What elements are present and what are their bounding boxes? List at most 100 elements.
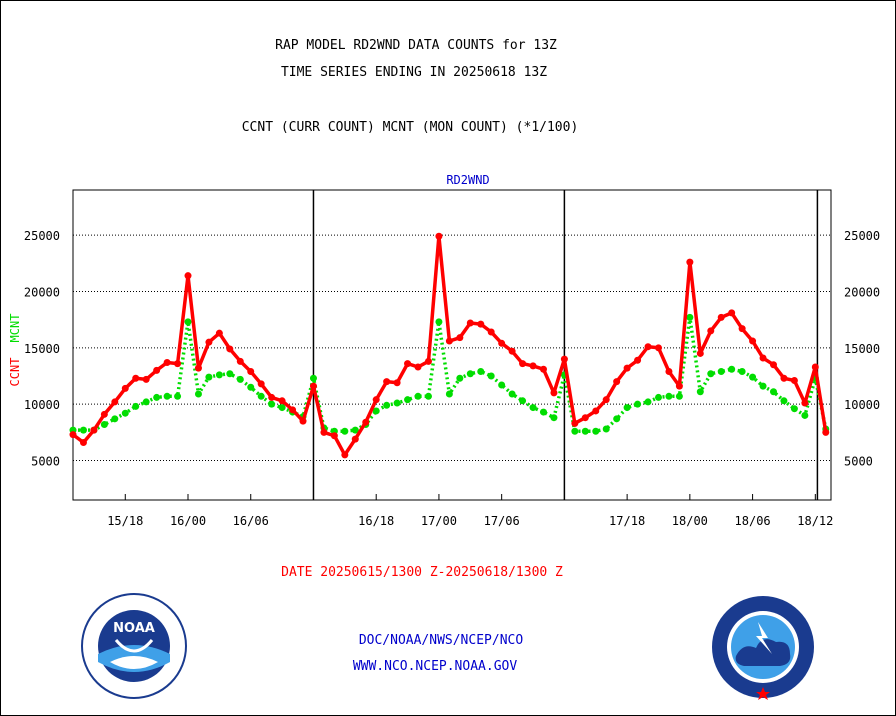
x-tick-label: 15/18	[107, 514, 143, 528]
y-tick-label-left: 5000	[31, 455, 60, 469]
ccnt-data-point	[717, 313, 725, 321]
x-tick-label: 17/06	[484, 514, 520, 528]
ccnt-data-point	[728, 309, 736, 317]
nws-emblem-icon	[712, 596, 814, 700]
mcnt-data-point	[142, 398, 150, 406]
mcnt-data-point	[508, 390, 516, 398]
mcnt-data-point	[79, 426, 87, 434]
ccnt-data-point	[445, 337, 453, 345]
header-line-1: RAP MODEL RD2WND DATA COUNTS for 13Z	[275, 38, 557, 53]
ccnt-data-point	[153, 366, 161, 374]
mcnt-data-point	[309, 374, 317, 382]
mcnt-data-point	[717, 367, 725, 375]
ccnt-data-point	[330, 432, 338, 440]
mcnt-data-point	[759, 382, 767, 390]
y-tick-label-left: 15000	[24, 342, 60, 356]
mcnt-data-point	[278, 404, 286, 412]
ccnt-series-line	[71, 234, 828, 457]
ccnt-data-point	[675, 382, 683, 390]
ccnt-data-point	[498, 339, 506, 347]
y-tick-label-right: 15000	[844, 342, 880, 356]
ccnt-data-point	[581, 414, 589, 422]
mcnt-data-point	[268, 400, 276, 408]
ccnt-data-point	[560, 355, 568, 363]
mcnt-data-point	[383, 401, 391, 409]
mcnt-data-point	[215, 371, 223, 379]
ccnt-data-point	[613, 378, 621, 386]
mcnt-data-point	[247, 383, 255, 391]
mcnt-data-point	[665, 392, 673, 400]
ccnt-data-point	[163, 358, 171, 366]
ccnt-data-point	[539, 365, 547, 373]
mcnt-data-point	[675, 392, 683, 400]
ccnt-data-point	[111, 398, 119, 406]
ccnt-data-point	[759, 354, 767, 362]
mcnt-data-point	[456, 374, 464, 382]
ccnt-data-point	[383, 378, 391, 386]
mcnt-data-point	[519, 397, 527, 405]
mcnt-data-point	[121, 409, 129, 417]
ccnt-data-point	[79, 439, 87, 447]
ccnt-data-point	[194, 364, 202, 372]
mcnt-data-point	[644, 398, 652, 406]
mcnt-data-point	[749, 373, 757, 381]
mcnt-data-point	[571, 427, 579, 435]
mcnt-data-point	[613, 415, 621, 423]
ccnt-data-point	[466, 319, 474, 327]
mcnt-data-point	[780, 397, 788, 405]
y-tick-label-left: 25000	[24, 229, 60, 243]
ccnt-data-point	[738, 325, 746, 333]
ccnt-data-point	[215, 329, 223, 337]
header-line-2: TIME SERIES ENDING IN 20250618 13Z	[280, 65, 548, 80]
mcnt-data-point	[769, 388, 777, 396]
ccnt-data-point	[592, 407, 600, 415]
ccnt-data-point	[780, 374, 788, 382]
ccnt-data-point	[654, 344, 662, 352]
noaa-emblem-icon: NOAA	[81, 593, 187, 699]
ccnt-data-point	[424, 357, 432, 365]
mcnt-data-point	[487, 372, 495, 380]
ccnt-data-point	[822, 428, 830, 436]
mcnt-data-point	[414, 392, 422, 400]
ccnt-data-point	[477, 320, 485, 328]
mcnt-data-point	[466, 370, 474, 378]
mcnt-data-point	[707, 370, 715, 378]
mcnt-data-point	[393, 399, 401, 407]
ccnt-data-point	[634, 356, 642, 364]
noaa-logo: NOAA	[80, 592, 188, 700]
ccnt-data-point	[372, 396, 380, 404]
mcnt-data-point	[163, 392, 171, 400]
mcnt-data-point	[351, 426, 359, 434]
ccnt-data-point	[257, 380, 265, 388]
ccnt-data-point	[456, 334, 464, 342]
y-tick-label-right: 5000	[844, 455, 873, 469]
ccnt-data-point	[142, 375, 150, 383]
y-tick-label-right: 20000	[844, 285, 880, 299]
x-tick-label: 18/00	[672, 514, 708, 528]
mcnt-data-point	[592, 427, 600, 435]
mcnt-data-point	[424, 392, 432, 400]
x-tick-label: 18/06	[735, 514, 771, 528]
mcnt-data-point	[654, 393, 662, 401]
ccnt-data-point	[529, 362, 537, 370]
website-link[interactable]: WWW.NCO.NCEP.NOAA.GOV	[352, 659, 518, 674]
ccnt-data-point	[790, 377, 798, 385]
ccnt-data-point	[623, 364, 631, 372]
mcnt-data-point	[445, 390, 453, 398]
ccnt-data-point	[268, 393, 276, 401]
ccnt-data-point	[341, 451, 349, 459]
mcnt-data-point	[498, 381, 506, 389]
mcnt-data-point	[111, 415, 119, 423]
date-range-label: DATE 20250615/1300 Z-20250618/1300 Z	[281, 565, 563, 580]
y-axis-label-mcnt: MCNT	[8, 314, 22, 343]
mcnt-data-point	[194, 390, 202, 398]
mcnt-data-point	[602, 425, 610, 433]
nws-logo	[710, 594, 816, 700]
plot-area-border	[72, 189, 832, 501]
y-tick-label-right: 25000	[844, 229, 880, 243]
x-tick-label: 17/00	[421, 514, 457, 528]
ccnt-data-point	[132, 374, 140, 382]
ccnt-data-point	[278, 397, 286, 405]
ccnt-data-point	[205, 338, 213, 346]
mcnt-data-point	[132, 402, 140, 410]
